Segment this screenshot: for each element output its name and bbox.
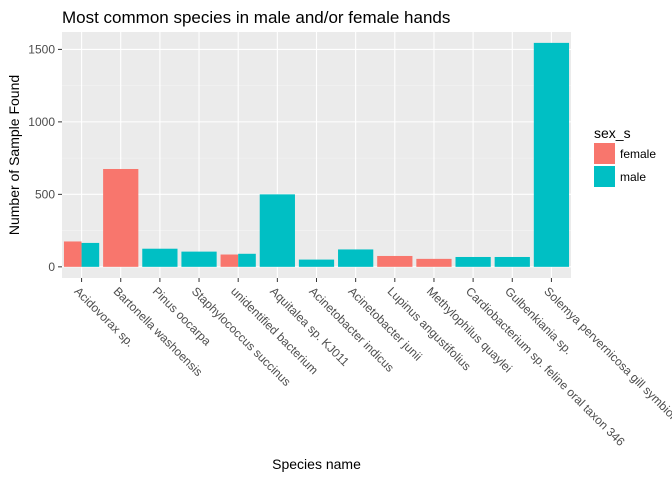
x-tick-label: Solemya pervernicosa gill symbiont — [541, 284, 672, 427]
bar-male — [533, 42, 570, 267]
chart-title: Most common species in male and/or femal… — [62, 8, 450, 27]
legend-label-male: male — [620, 170, 646, 184]
bar-female — [377, 255, 413, 267]
x-axis-title: Species name — [272, 456, 361, 472]
bar-male — [181, 251, 217, 267]
x-tick-label: Acinetobacter junii — [346, 284, 425, 363]
y-axis-title: Number of Sample Found — [6, 75, 22, 235]
bar-male — [338, 249, 374, 267]
legend-title: sex_s — [594, 125, 631, 141]
legend-key-male — [594, 166, 615, 187]
bar-female — [416, 258, 452, 267]
x-tick-label: Gulbenkiania sp. — [502, 284, 575, 357]
bar-male — [259, 194, 295, 267]
legend-items: female male — [594, 143, 656, 187]
bar-female — [103, 168, 139, 267]
x-tick-label: Cardiobacterium sp. feline oral taxon 34… — [463, 284, 628, 449]
legend-label-female: female — [620, 147, 656, 161]
x-axis: Acidovorax sp.Bartonella washoensisPinus… — [71, 278, 672, 449]
bar-female — [63, 241, 82, 267]
legend-key-female — [594, 143, 615, 164]
y-tick-label: 1500 — [28, 42, 55, 56]
bars — [63, 42, 570, 267]
y-tick-label: 1000 — [28, 115, 55, 129]
bar-male — [455, 256, 491, 267]
y-tick-label: 0 — [48, 260, 55, 274]
y-tick-label: 500 — [35, 187, 55, 201]
bar-male — [494, 256, 530, 267]
bar-male — [81, 242, 100, 267]
bar-male — [298, 259, 335, 267]
bar-male — [238, 253, 256, 267]
bar-female — [220, 254, 239, 267]
bar-male — [142, 248, 178, 267]
legend: sex_s female male — [594, 125, 656, 187]
y-axis: 0 500 1000 1500 — [28, 42, 62, 274]
